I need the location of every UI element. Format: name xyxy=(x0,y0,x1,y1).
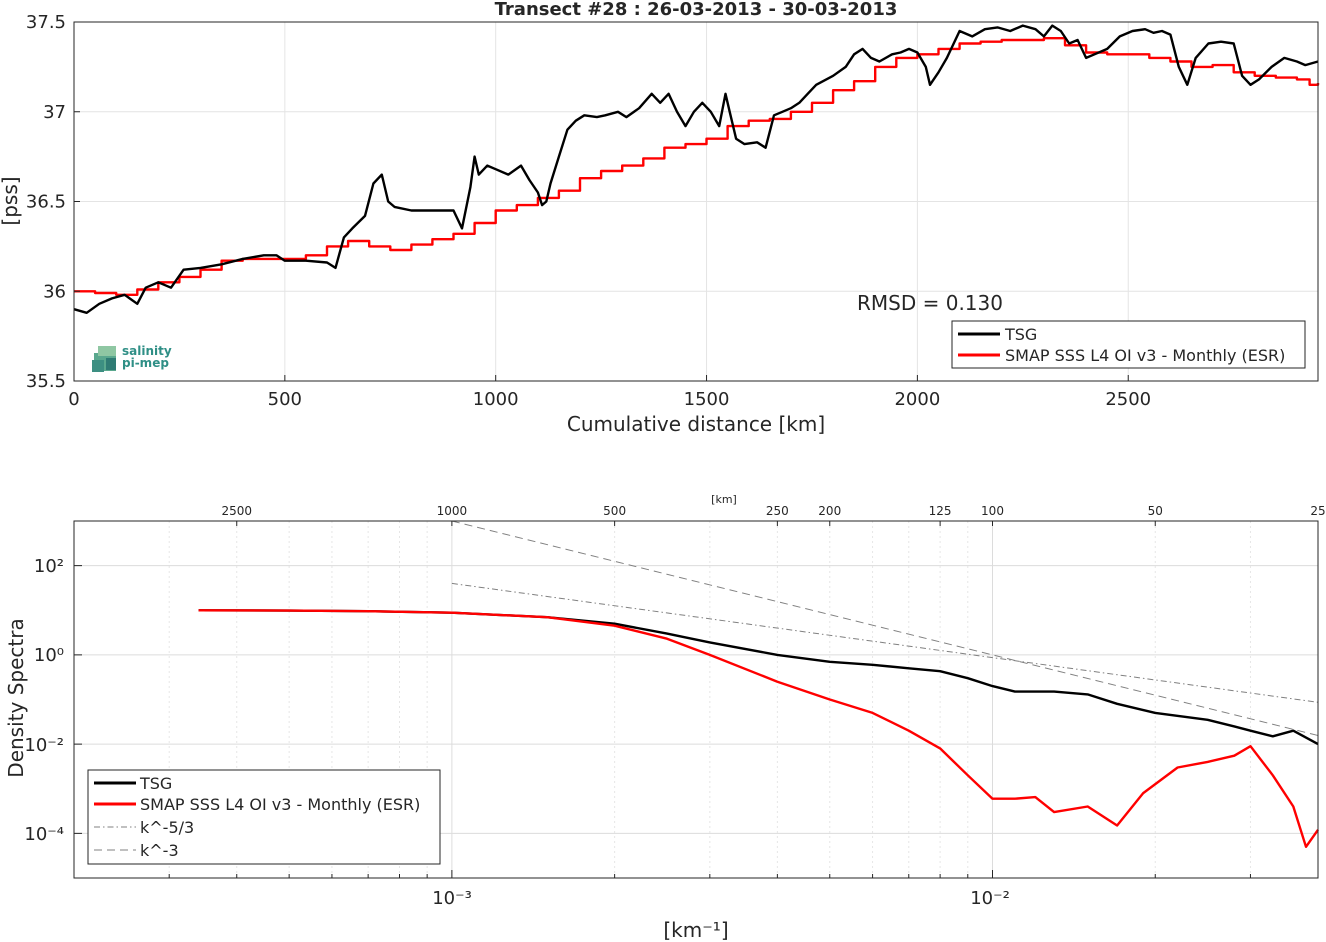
salinity-logo-text-2: pi-mep xyxy=(122,356,169,370)
bottom-y-tick-label-1e0: 10⁰ xyxy=(34,645,64,666)
top-y-tick-label: 36.5 xyxy=(26,192,66,213)
bottom-legend-box xyxy=(87,769,441,865)
bottom-series-smap-line xyxy=(198,609,1319,848)
top-y-axis-label: [pss] xyxy=(0,176,22,225)
top-x-ticks: 0 500 1000 1500 2000 2500 xyxy=(68,375,1151,410)
bottom-y-tick-labels: 10⁻⁴ 10⁻² 10⁰ 10² xyxy=(24,556,64,845)
bottom-x-tick-label-1e-3: 10⁻³ xyxy=(432,888,472,909)
top-y-tick-label: 35.5 xyxy=(26,371,66,392)
top-legend-label-tsg: TSG xyxy=(1004,325,1037,344)
top-y-tick-label: 37.5 xyxy=(26,12,66,33)
bottom-legend: TSG SMAP SSS L4 OI v3 - Monthly (ESR) k^… xyxy=(87,769,441,865)
bottom-legend-label-k53: k^-5/3 xyxy=(140,818,194,837)
bottom-plot-frame xyxy=(73,520,1319,879)
bottom-x-axis-label: [km⁻¹] xyxy=(663,918,728,942)
rmsd-annotation: RMSD = 0.130 xyxy=(857,291,1003,315)
salinity-logo: salinity pi-mep xyxy=(92,344,172,372)
top-x-tick-label: 2500 xyxy=(1105,389,1151,410)
bottom-legend-label-tsg: TSG xyxy=(139,774,172,793)
salinity-logo-mark xyxy=(92,346,116,372)
bottom-chart: 10⁻³ 10⁻² 10⁻⁴ 10⁻² 10⁰ 10² 2500 1000 500 2… xyxy=(4,493,1326,942)
top-legend: TSG SMAP SSS L4 OI v3 - Monthly (ESR) xyxy=(951,320,1306,369)
bottom-top-tick-label: 200 xyxy=(818,504,841,518)
bottom-top-tick-label: 2500 xyxy=(221,504,252,518)
top-series xyxy=(73,24,1320,314)
top-chart: 0 500 1000 1500 2000 2500 35.5 36 36.5 37 37.5 Tr… xyxy=(0,0,1320,436)
top-y-ticks: 35.5 36 36.5 37 37.5 xyxy=(26,12,80,392)
top-y-tick-label: 37 xyxy=(43,102,66,123)
bottom-y-tick-label-1e2: 10² xyxy=(34,556,64,577)
bottom-series xyxy=(198,520,1319,848)
top-x-axis-label: Cumulative distance [km] xyxy=(567,412,825,436)
bottom-top-tick-label: 50 xyxy=(1148,504,1163,518)
bottom-series-k3-line xyxy=(451,520,1319,736)
top-legend-box xyxy=(951,320,1306,369)
top-x-tick-label: 2000 xyxy=(894,389,940,410)
top-series-tsg-line xyxy=(73,24,1319,314)
bottom-x-tick-labels: 10⁻³ 10⁻² xyxy=(432,888,1010,909)
bottom-x-tick-label-1e-3-text: 10⁻³ xyxy=(432,888,472,909)
bottom-top-axis-label: [km] xyxy=(711,493,737,506)
bottom-top-tick-label: 25 xyxy=(1310,504,1325,518)
bottom-y-tick-label-1e-4: 10⁻⁴ xyxy=(24,824,64,845)
bottom-top-tick-label: 125 xyxy=(929,504,952,518)
bottom-top-tick-label: 100 xyxy=(981,504,1004,518)
bottom-x-tick-label-1e-2: 10⁻² xyxy=(970,888,1010,909)
bottom-top-axis-ticks: 2500 1000 500 250 200 125 100 50 25 xyxy=(221,504,1326,526)
top-y-tick-label: 36 xyxy=(43,281,66,302)
bottom-top-tick-label: 1000 xyxy=(437,504,468,518)
bottom-y-tick-label-1e-2: 10⁻² xyxy=(24,735,64,756)
top-x-tick-label: 1500 xyxy=(684,389,730,410)
top-series-smap-line xyxy=(74,37,1320,296)
top-chart-title: Transect #28 : 26-03-2013 - 30-03-2013 xyxy=(495,0,898,20)
bottom-y-axis-label: Density Spectra xyxy=(4,618,28,777)
bottom-legend-label-smap: SMAP SSS L4 OI v3 - Monthly (ESR) xyxy=(140,795,420,814)
bottom-legend-label-k3: k^-3 xyxy=(140,841,179,860)
top-legend-label-smap: SMAP SSS L4 OI v3 - Monthly (ESR) xyxy=(1005,346,1285,365)
salinity-logo-text-1: salinity xyxy=(122,344,172,358)
bottom-top-tick-label: 250 xyxy=(766,504,789,518)
bottom-top-tick-label: 500 xyxy=(603,504,626,518)
top-x-tick-label: 1000 xyxy=(473,389,519,410)
bottom-series-k53-line xyxy=(451,582,1319,703)
bottom-x-tick-label-1e-2-text: 10⁻² xyxy=(970,888,1010,909)
top-x-tick-label: 0 xyxy=(68,389,79,410)
bottom-ticks xyxy=(73,565,1319,878)
top-x-tick-label: 500 xyxy=(268,389,302,410)
